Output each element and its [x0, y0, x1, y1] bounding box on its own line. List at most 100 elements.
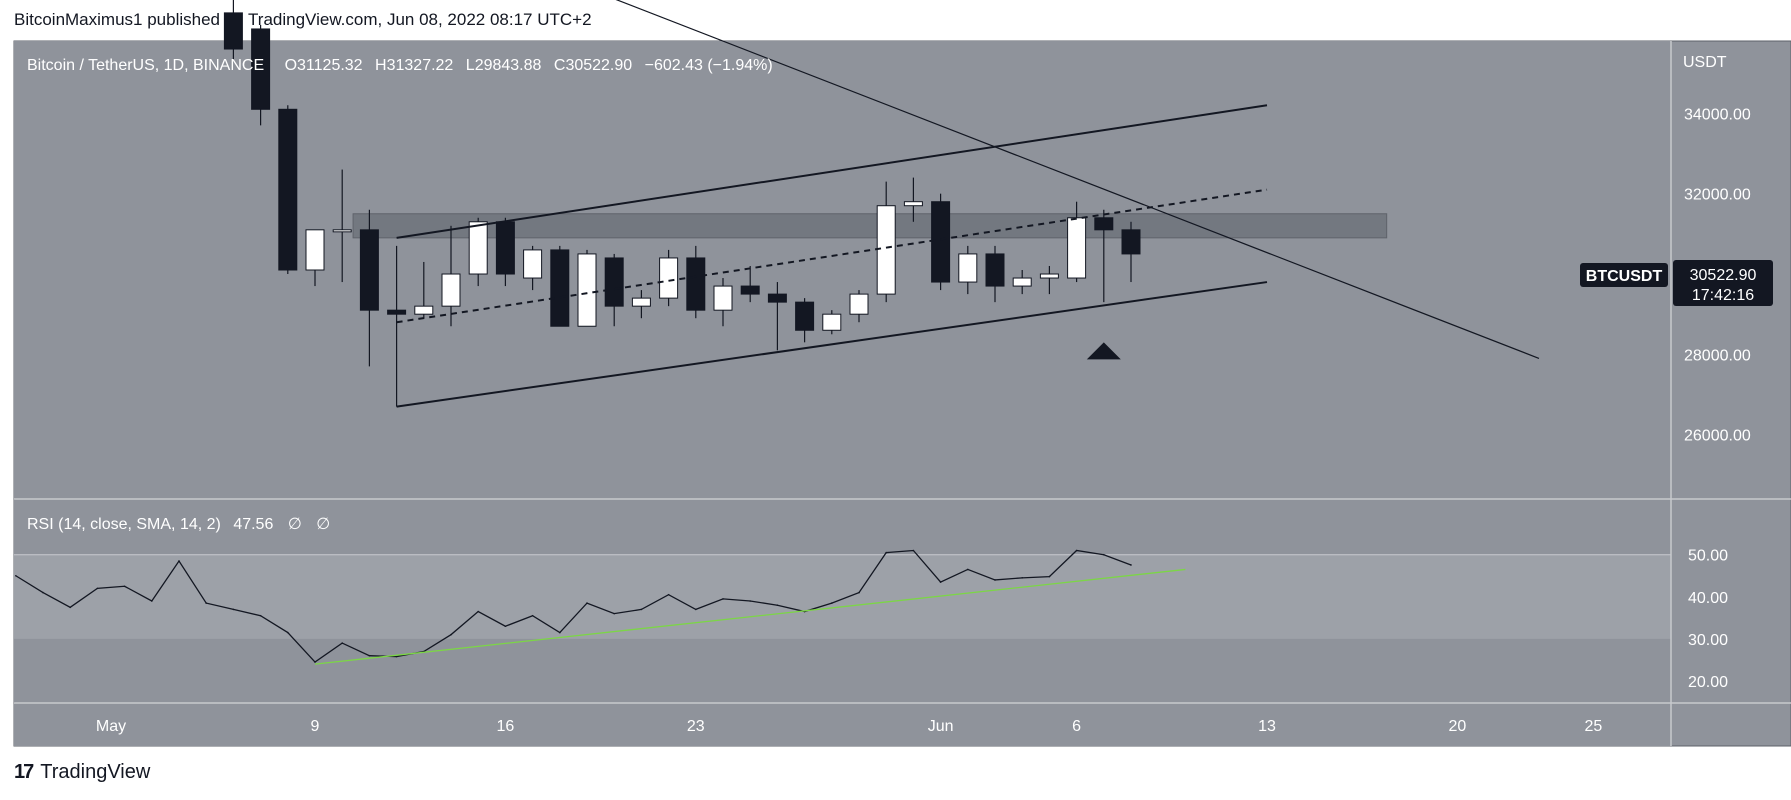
date-tick-label: 9 — [311, 718, 320, 735]
rsi-point — [885, 551, 887, 554]
rsi-point — [994, 579, 996, 581]
candle — [1012, 270, 1032, 295]
candle — [523, 245, 543, 291]
rsi-legend[interactable]: RSI (14, close, SMA, 14, 2) 47.56 ∅ ∅ — [27, 516, 330, 533]
candle-body — [414, 305, 434, 315]
arrow-up-marker-icon — [1086, 342, 1121, 360]
date-tick-label: 25 — [1585, 718, 1603, 735]
rsi-point — [1075, 549, 1078, 552]
candle-body — [958, 253, 978, 283]
rsi-point — [368, 654, 371, 657]
legend-high-label: H — [375, 57, 387, 74]
date-tick-label: 13 — [1258, 718, 1276, 735]
rsi-point — [1103, 553, 1105, 556]
candle — [767, 282, 787, 351]
candle — [387, 245, 407, 407]
candle — [849, 290, 869, 323]
channel-lower-line[interactable] — [396, 281, 1268, 408]
candle — [414, 261, 434, 319]
candle-body — [332, 229, 352, 233]
candle-body — [713, 285, 733, 311]
candle-body — [686, 257, 706, 311]
rsi-point — [912, 549, 915, 552]
candle-body — [876, 205, 896, 295]
rsi-point — [749, 600, 751, 602]
currency-label: USDT — [1683, 54, 1727, 71]
price-tag-value: 30522.90 — [1690, 267, 1757, 284]
candle — [278, 105, 298, 275]
rsi-legend-label: RSI (14, close, SMA, 14, 2) — [27, 516, 221, 533]
candle-body — [441, 273, 461, 307]
rsi-point — [123, 585, 126, 588]
candle — [903, 177, 923, 222]
channel-upper-line[interactable] — [396, 104, 1268, 239]
footer: 17 TradingView — [14, 761, 150, 784]
candle — [931, 193, 951, 291]
rsi-point — [178, 560, 180, 562]
rsi-trendline[interactable] — [314, 568, 1186, 665]
legend-low-label: L — [466, 57, 475, 74]
rsi-point — [287, 631, 289, 634]
candle — [305, 229, 325, 287]
rsi-band — [14, 554, 1671, 639]
rsi-point — [96, 587, 99, 590]
candle-body — [468, 221, 488, 275]
rsi-point — [1048, 575, 1051, 578]
candle-body — [822, 313, 842, 331]
candle — [441, 225, 461, 327]
rsi-point — [395, 655, 398, 658]
price-tick-label: 26000.00 — [1684, 428, 1751, 445]
date-axis[interactable] — [14, 703, 1671, 746]
legend-low: 29843.88 — [475, 57, 542, 74]
price-pane[interactable] — [14, 0, 1671, 499]
candle — [985, 245, 1005, 303]
candle-body — [305, 229, 325, 271]
rsi-point — [314, 661, 316, 663]
candle — [1094, 209, 1114, 303]
rsi-point — [858, 591, 860, 594]
candle — [604, 253, 624, 327]
candle-body — [931, 201, 951, 283]
candle — [740, 265, 760, 303]
svg-text:Bitcoin / TetherUS, 1D, BINANC: Bitcoin / TetherUS, 1D, BINANCE O31125.3… — [27, 57, 773, 74]
date-tick-label: 6 — [1072, 718, 1081, 735]
candle — [251, 24, 271, 126]
candle-body — [1012, 277, 1032, 287]
tradingview-logo-icon: 17 — [14, 761, 34, 783]
rsi-tick-label: 30.00 — [1688, 632, 1728, 649]
price-tick-label: 28000.00 — [1684, 347, 1751, 364]
candle — [659, 249, 679, 307]
rsi-tick-label: 20.00 — [1688, 674, 1728, 691]
rsi-tick-label: 40.00 — [1688, 590, 1728, 607]
channel-middle-line[interactable] — [396, 188, 1268, 324]
chart-canvas[interactable]: May 9 16 23 Jun 6 13 20 25 USDT 34000.00 32000.00… — [0, 0, 1791, 760]
legend-change: −602.43 (−1.94%) — [645, 57, 773, 74]
candle-body — [659, 257, 679, 299]
rsi-point — [341, 642, 344, 644]
rsi-pane[interactable] — [14, 500, 1671, 702]
rsi-point — [613, 612, 615, 615]
price-tag — [1673, 260, 1773, 306]
rsi-point — [776, 604, 779, 607]
rsi-point — [1130, 564, 1132, 566]
rsi-tick-label: 50.00 — [1688, 548, 1728, 565]
rsi-point — [477, 610, 480, 613]
rsi-point — [1021, 577, 1023, 579]
rsi-point — [232, 608, 235, 611]
candle-body — [1121, 229, 1141, 255]
descending-resistance-line[interactable] — [533, 0, 1540, 359]
candle-body — [251, 28, 271, 110]
rsi-point — [504, 625, 507, 628]
candle — [359, 209, 379, 367]
candle-body — [985, 253, 1005, 287]
legend-close-label: C — [554, 57, 566, 74]
price-legend[interactable]: Bitcoin / TetherUS, 1D, BINANCE O31125.3… — [27, 57, 773, 74]
candle-body — [767, 293, 787, 303]
rsi-legend-extra2: ∅ — [316, 516, 330, 533]
candle — [223, 0, 243, 62]
rsi-point — [531, 614, 534, 617]
candle-body — [1039, 273, 1059, 279]
rsi-point — [667, 593, 670, 596]
date-tick-label: May — [96, 718, 126, 735]
svg-text:RSI (14, close, SMA, 14, 2): RSI (14, close, SMA, 14, 2) 47.56 ∅ ∅ — [27, 516, 330, 533]
